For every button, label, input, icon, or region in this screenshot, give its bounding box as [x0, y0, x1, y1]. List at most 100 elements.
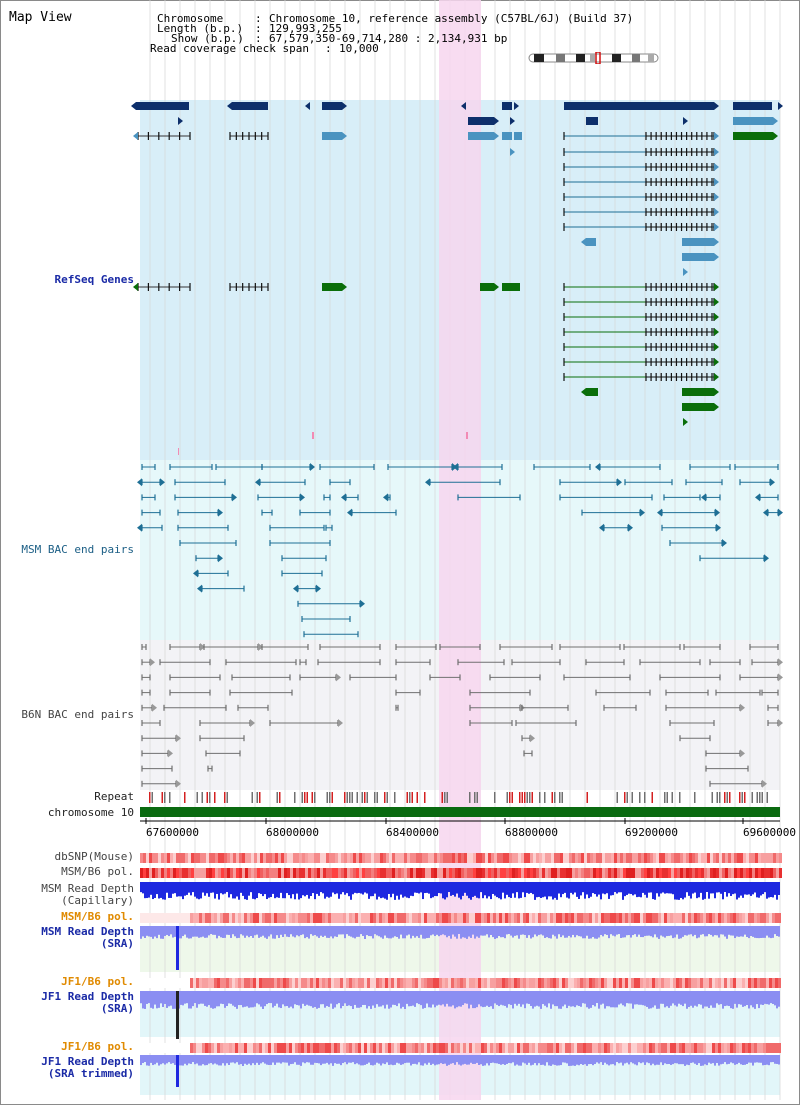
pol-cell [271, 978, 274, 988]
depth-bar [298, 882, 300, 900]
depth-bar [404, 991, 406, 1009]
track-label-repeat[interactable]: Repeat [94, 790, 134, 803]
depth-bar [236, 1055, 238, 1063]
chromosome-ideogram[interactable] [528, 52, 660, 64]
track-label-jf1-depth-sra[interactable]: JF1 Read Depth [41, 990, 134, 1003]
pol-cell [493, 913, 496, 923]
depth-bar [530, 991, 532, 1006]
pol-cell [346, 978, 349, 988]
bac-arrow [701, 493, 706, 502]
pol-cell [734, 853, 737, 863]
gene-arrow [683, 117, 688, 125]
depth-bar [714, 926, 716, 936]
pol-cell [695, 853, 698, 863]
pol-cell [356, 853, 359, 863]
pol-cell [572, 868, 575, 878]
depth-bar [610, 991, 612, 1008]
repeat-mark [444, 792, 446, 803]
pol-cell [535, 978, 538, 988]
track-label-msm-b6-pol-2[interactable]: MSM/B6 pol. [61, 910, 134, 923]
track-label-jf1-b6-pol-2[interactable]: JF1/B6 pol. [61, 1040, 134, 1053]
depth-bar [468, 991, 470, 1009]
pol-cell [629, 853, 632, 863]
pol-cell [677, 868, 680, 878]
depth-bar [476, 882, 478, 898]
depth-bar [264, 882, 266, 895]
depth-bar [716, 1055, 718, 1064]
track-label-msm-depth-sra[interactable]: MSM Read Depth [41, 925, 134, 938]
depth-bar [648, 991, 650, 1009]
depth-bar [470, 926, 472, 938]
depth-bar [248, 882, 250, 896]
gene-arrow [714, 298, 719, 306]
track-label-refseq[interactable]: RefSeq Genes [54, 273, 134, 286]
depth-bar [202, 991, 204, 1004]
gene-arrow [342, 102, 347, 110]
depth-bar [522, 926, 524, 935]
pol-cell [496, 978, 499, 988]
depth-bar [306, 882, 308, 895]
track-label-dbsnp[interactable]: dbSNP(Mouse) [54, 850, 134, 863]
pol-cell [589, 913, 592, 923]
pol-cell [377, 868, 380, 878]
depth-bar [718, 1055, 720, 1066]
track-label-b6n-bac[interactable]: B6N BAC end pairs [21, 708, 134, 721]
pol-cell [574, 978, 577, 988]
pol-cell [343, 913, 346, 923]
depth-bar [492, 882, 494, 894]
pol-cell [694, 913, 697, 923]
depth-bar [274, 882, 276, 899]
depth-bar [570, 882, 572, 893]
depth-bar [388, 1055, 390, 1065]
depth-bar [146, 991, 148, 1004]
track-label-jf1-depth-trimmed[interactable]: JF1 Read Depth [41, 1055, 134, 1068]
pol-cell [466, 913, 469, 923]
gene-arrow [714, 208, 719, 216]
pol-cell [253, 978, 256, 988]
track-label-chromosome[interactable]: chromosome 10 [47, 806, 134, 819]
depth-bar [390, 926, 392, 939]
depth-bar [538, 882, 540, 897]
depth-bar [624, 991, 626, 1007]
depth-bar [548, 1055, 550, 1066]
depth-bar [168, 991, 170, 1007]
pol-cell [703, 978, 706, 988]
depth-bar [554, 882, 556, 898]
pol-gap [140, 1043, 190, 1053]
depth-bar [194, 1055, 196, 1065]
track-label-msm-depth-capillary[interactable]: MSM Read Depth [41, 882, 134, 895]
track-label-jf1-b6-pol-1[interactable]: JF1/B6 pol. [61, 975, 134, 988]
depth-bar [662, 882, 664, 893]
depth-bar [660, 1055, 662, 1063]
pol-cell [446, 853, 449, 863]
depth-bar [728, 1055, 730, 1064]
depth-bar [592, 882, 594, 894]
pol-cell [614, 868, 617, 878]
pol-cell [289, 978, 292, 988]
pol-cell [745, 913, 748, 923]
depth-bar [682, 882, 684, 900]
pol-cell [265, 1043, 268, 1053]
track-label-msm-bac[interactable]: MSM BAC end pairs [21, 543, 134, 556]
gene-arrow [773, 132, 778, 140]
depth-bar [252, 882, 254, 899]
pol-cell [445, 1043, 448, 1053]
depth-bar [256, 882, 258, 899]
depth-bar [374, 882, 376, 894]
repeat-mark [724, 792, 726, 803]
pol-cell [403, 913, 406, 923]
depth-bar [214, 926, 216, 935]
track-label-msm-b6-pol-1[interactable]: MSM/B6 pol. [61, 865, 134, 878]
depth-bar [718, 991, 720, 1005]
pol-cell [646, 1043, 649, 1053]
depth-bar [360, 926, 362, 935]
depth-bar [168, 926, 170, 937]
depth-bar [586, 882, 588, 895]
pol-cell [481, 1043, 484, 1053]
pol-cell [502, 1043, 505, 1053]
pol-cell [194, 853, 197, 863]
depth-bar [448, 882, 450, 893]
depth-bar [164, 1055, 166, 1065]
gene-block [322, 283, 342, 291]
